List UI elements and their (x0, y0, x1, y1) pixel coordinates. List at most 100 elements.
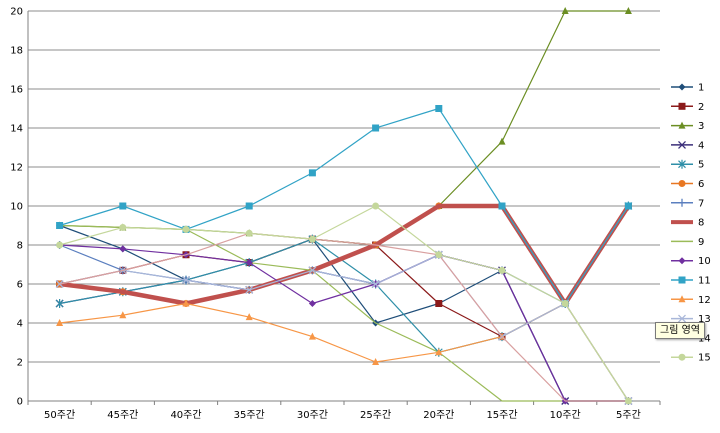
data-point (182, 299, 190, 307)
legend-label: 11 (698, 276, 711, 287)
legend-item-8: 8 (671, 218, 704, 229)
series-15 (56, 202, 632, 405)
legend-label: 5 (698, 160, 704, 171)
data-point (56, 222, 64, 229)
data-point (371, 280, 380, 288)
legend-item-4: 4 (671, 140, 704, 151)
legend-item-6: 6 (671, 179, 704, 190)
legend-item-11: 11 (671, 276, 711, 287)
data-point (308, 169, 316, 177)
legend-marker (678, 276, 686, 284)
data-point (119, 311, 127, 319)
x-tick-label: 10주간 (550, 409, 581, 421)
legend-label: 9 (698, 237, 704, 248)
data-point (308, 300, 316, 307)
legend-marker (678, 102, 686, 110)
legend-marker (678, 198, 686, 207)
data-point (435, 251, 443, 259)
legend-marker (678, 83, 686, 91)
legend-label: 15 (698, 353, 711, 364)
x-tick-label: 30주간 (297, 409, 328, 421)
data-point (498, 202, 506, 210)
data-point (561, 7, 569, 14)
legend-label: 6 (698, 179, 704, 190)
legend-label: 7 (698, 198, 704, 209)
data-point (624, 202, 632, 210)
data-point (56, 241, 64, 249)
series-line-14 (59, 232, 629, 402)
data-point (119, 202, 127, 210)
x-tick-label: 40주간 (170, 409, 201, 421)
legend-label: 8 (698, 218, 704, 229)
legend-item-2: 2 (671, 102, 704, 113)
series-line-13 (59, 254, 629, 402)
data-point (498, 137, 506, 145)
legend-item-15: 15 (671, 353, 711, 364)
y-tick-label: 18 (10, 46, 23, 57)
legend-item-10: 10 (671, 256, 711, 267)
x-tick-labels: 50주간 45주간 40주간 35주간 30주간 25주간 20주간 15주간 10주간 5주간 (44, 409, 641, 421)
data-point (119, 245, 127, 253)
legend-marker (678, 121, 686, 129)
y-tick-label: 2 (17, 358, 23, 369)
data-point (435, 105, 443, 112)
data-point (55, 299, 64, 308)
legend-marker (678, 159, 686, 169)
legend-label: 12 (698, 295, 711, 306)
x-tick-label: 35주간 (234, 409, 265, 421)
data-point (245, 313, 253, 321)
data-point (372, 358, 380, 365)
y-tick-label: 0 (17, 397, 23, 408)
legend-item-12: 12 (671, 295, 711, 306)
y-tick-labels: 0 2 4 6 8 10 12 14 16 18 20 (10, 7, 23, 408)
series-line-15 (59, 205, 629, 402)
y-tick-label: 8 (17, 241, 23, 252)
legend-label: 10 (698, 256, 711, 267)
y-tick-label: 6 (17, 280, 23, 291)
data-point (435, 348, 443, 356)
legend-item-3: 3 (671, 121, 704, 132)
data-point (119, 223, 127, 231)
y-tick-label: 16 (10, 85, 23, 96)
legend-item-5: 5 (671, 160, 704, 171)
data-point (245, 259, 253, 267)
data-point (561, 300, 569, 307)
gridlines (28, 10, 660, 402)
data-point (308, 266, 317, 275)
data-point (624, 397, 632, 405)
plot-area-tooltip: 그림 영역 (655, 322, 705, 339)
data-point (435, 300, 443, 307)
data-point (245, 202, 253, 210)
data-point (56, 319, 64, 326)
x-tick-label: 45주간 (107, 409, 138, 421)
data-point (372, 202, 380, 210)
legend-marker (678, 295, 686, 303)
x-tick-label: 5주간 (616, 409, 641, 421)
legend-item-9: 9 (671, 237, 704, 248)
y-tick-label: 12 (10, 163, 23, 174)
data-point (372, 124, 380, 132)
series-lines (55, 7, 633, 405)
data-point (182, 225, 190, 233)
legend-label: 4 (698, 140, 704, 151)
series-line-10 (59, 244, 629, 402)
legend-item-1: 1 (671, 83, 704, 94)
legend-marker (678, 353, 686, 361)
data-point (308, 235, 316, 243)
legend-marker (678, 314, 686, 323)
x-tick-label: 15주간 (486, 409, 517, 421)
legend-marker (678, 140, 686, 149)
y-tick-label: 4 (17, 319, 23, 330)
data-point (624, 7, 632, 14)
data-point (245, 229, 253, 237)
data-point (245, 285, 254, 294)
legend-item-13: 13 (671, 314, 711, 325)
legend-marker (678, 257, 686, 265)
y-tick-label: 14 (10, 124, 23, 135)
series-14 (59, 232, 629, 402)
x-tick-label: 50주간 (44, 409, 75, 421)
series-line-11 (59, 107, 629, 305)
legend-label: 13 (698, 314, 711, 325)
data-point (308, 332, 316, 340)
